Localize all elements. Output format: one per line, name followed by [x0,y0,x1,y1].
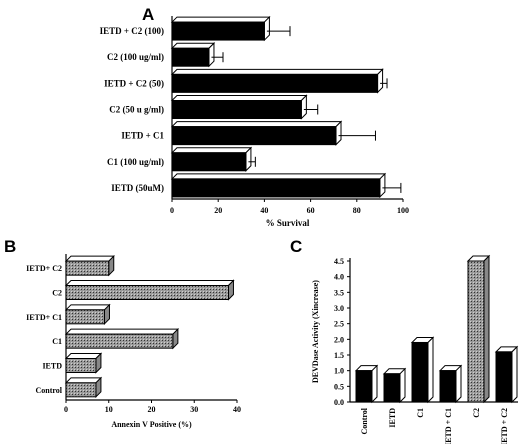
devdase-bar-ietd-c2-side [511,345,518,404]
annexin-category-label: IETD+ C1 [26,313,62,322]
survival-category-label: C2 (50 u g/ml) [109,105,164,115]
survival-category-label: IETD + C1 [121,131,164,141]
devdase-bar-ietd-c1 [439,370,457,403]
devdase-chart-svg: C 0.0 0.5 1.0 1.5 2.0 2.5 3.0 3.5 4.0 4.5 DEVDase … [290,237,519,444]
annexin-x-tick-label: 30 [190,405,198,414]
annexin-bar-c2 [65,285,229,300]
survival-bar-c2-100-ug-ml-top [170,42,216,49]
annexin-x-tick-label: 20 [148,405,156,414]
annexin-x-tick-label: 10 [105,405,113,414]
devdase-bar-c1 [411,341,429,403]
survival-bar-ietd-c2-100 [171,21,265,41]
devdase-bar-control-side [371,364,378,404]
survival-x-tick-label: 60 [307,206,315,215]
survival-category-label: IETD + C2 (100) [100,26,164,36]
annexin-category-label: IETD+ C2 [26,264,62,273]
panel-b-annexin-chart: B IETD+ C2 C2 IETD+ C1 C1 IETD Control 0 10 20 30… [0,232,270,444]
survival-bar-ietd-c1-top [170,121,343,128]
annexin-x-tick-label: 40 [233,405,241,414]
survival-x-tick-label: 0 [170,206,174,215]
devdase-category-label: IETD [388,408,397,428]
survival-bar-c2-50-u-g-ml-top [170,95,308,101]
devdase-bar-c1-side [427,336,434,404]
survival-bars-group: IETD + C2 (100) C2 (100 ug/ml) IETD + C2 (… [100,15,409,228]
devdase-y-tick-label: 3.0 [334,304,344,313]
annexin-category-label: IETD [42,362,62,371]
devdase-bar-ietd [383,373,401,403]
survival-x-axis-title: % Survival [266,218,310,228]
survival-chart-svg: A IETD + C2 (100)C2 (100 ug/ml)IETD + C2… [100,5,409,228]
panel-a-label: A [142,5,154,24]
survival-x-tick-label: 20 [214,206,222,215]
annexin-bar-control-top [64,377,103,384]
devdase-y-tick-label: 2.5 [334,320,344,329]
annexin-category-label: C2 [52,289,62,298]
annexin-bar-ietd [65,358,97,373]
panel-b-label: B [4,237,16,256]
panel-c-devdase-chart: C 0.0 0.5 1.0 1.5 2.0 2.5 3.0 3.5 4.0 4.5 DEVDase … [270,232,520,444]
survival-bar-ietd-c2-50-top [170,68,384,75]
survival-bar-ietd-50um-top [170,173,387,180]
survival-x-tick-label: 100 [397,206,409,215]
annexin-category-label: Control [35,386,62,395]
survival-bar-c2-100-ug-ml [171,47,210,67]
devdase-y-tick-label: 0.0 [334,398,344,407]
survival-bar-ietd-c2-50 [171,73,379,93]
devdase-y-tick-label: 4.0 [334,273,344,282]
devdase-y-axis-title: DEVDase Activity (Xincrease) [311,280,320,383]
devdase-category-label: IETD + C1 [444,408,453,444]
devdase-y-tick-label: 3.5 [334,288,344,297]
survival-bar-c2-50-u-g-ml [171,100,302,119]
annexin-bar-ietd-c2 [65,260,110,276]
devdase-category-label: Control [360,407,369,434]
survival-bar-ietd-c2-100-top [170,16,271,23]
panel-c-label: C [290,237,302,256]
devdase-category-label: IETD + C2 [500,408,509,444]
devdase-y-tick-label: 1.5 [334,351,344,360]
devdase-bar-c2-side [483,254,490,404]
annexin-bar-c1-top [64,328,180,335]
devdase-bars-group: 0.0 0.5 1.0 1.5 2.0 2.5 3.0 3.5 4.0 4.5 DEVDase Ac… [311,254,519,444]
devdase-bar-ietd-side [399,367,406,404]
annexin-bar-ietd-c1 [65,309,105,325]
annexin-bar-ietd-c1-top [64,304,111,311]
survival-bar-c1-100-ug-ml-top [170,147,253,154]
survival-x-tick-label: 40 [260,206,268,215]
annexin-bars-group: IETD+ C2 C2 IETD+ C1 C1 IETD Control 0 10 20 30 40… [26,254,241,429]
survival-category-label: C2 (100 ug/ml) [107,52,164,62]
devdase-bar-ietd-c1-side [455,364,462,404]
survival-category-label: IETD + C2 (50) [104,78,164,88]
annexin-bar-c1 [65,333,174,349]
annexin-x-axis-title: Annexin V Positive (%) [111,420,192,429]
devdase-bar-ietd-c2 [495,351,513,403]
devdase-bar-c2 [467,260,485,403]
annexin-chart-svg: B IETD+ C2 C2 IETD+ C1 C1 IETD Control 0 10 20 30… [4,237,241,429]
devdase-y-tick-label: 2.0 [334,335,344,344]
devdase-y-tick-label: 4.5 [334,257,344,266]
survival-bar-ietd-c1 [171,126,337,146]
annexin-x-tick-label: 0 [64,405,68,414]
panel-a-survival-chart: A IETD + C2 (100) C2 (100 ug/ml) IETD + C2… [100,5,409,228]
survival-x-tick-label: 80 [353,206,361,215]
annexin-bar-c2-top [64,280,235,286]
survival-category-label: IETD (50uM) [111,183,164,193]
devdase-category-label: C2 [472,408,481,418]
annexin-bar-control [65,382,97,398]
annexin-bar-ietd-top [64,353,103,359]
survival-category-label: C1 (100 ug/ml) [107,157,164,167]
devdase-category-label: C1 [416,408,425,418]
annexin-bar-ietd-c2-top [64,255,115,262]
survival-bar-ietd-50um [171,178,381,198]
devdase-y-tick-label: 1.0 [334,367,344,376]
survival-bar-c1-100-ug-ml [171,152,247,172]
devdase-bar-control [355,370,373,403]
annexin-category-label: C1 [52,337,62,346]
devdase-y-tick-label: 0.5 [334,382,344,391]
